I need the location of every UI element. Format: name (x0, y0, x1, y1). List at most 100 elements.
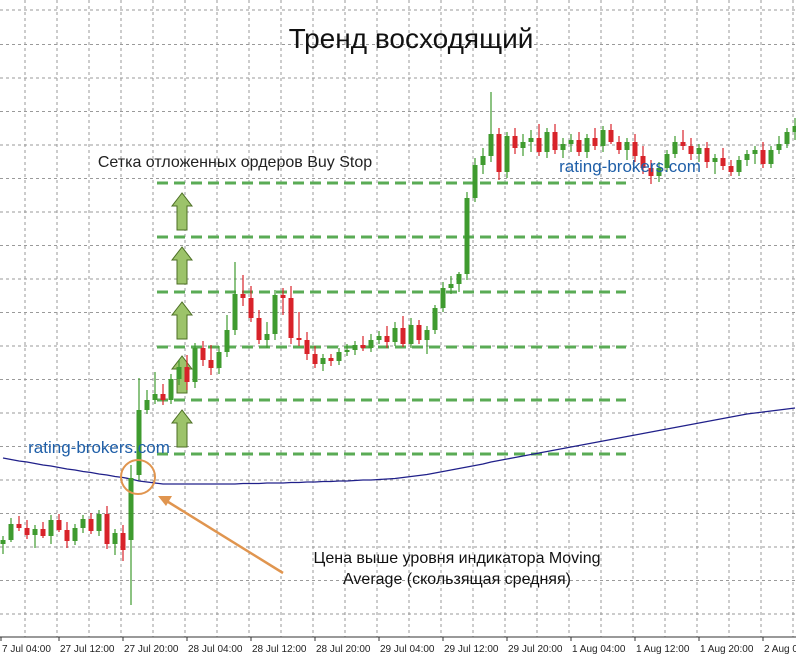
candle-body (48, 520, 54, 536)
candle-body (736, 160, 742, 172)
up-arrow (170, 192, 194, 231)
candle-body (512, 136, 518, 148)
candle-body (616, 142, 622, 150)
arrows (170, 192, 194, 448)
candle-body (552, 132, 558, 150)
candle-body (776, 144, 782, 150)
candle-body (120, 533, 126, 550)
x-tick-label: 1 Aug 04:00 (572, 644, 626, 655)
candle-body (256, 318, 262, 340)
candle-body (448, 284, 454, 288)
x-tick-label: 2 Aug 04:00 (764, 644, 796, 655)
candle-body (744, 154, 750, 160)
candle-body (0, 540, 6, 544)
note-line: Average (скользящая средняя) (343, 571, 571, 588)
candle-body (128, 478, 134, 540)
candle-body (752, 150, 758, 154)
candle-body (624, 142, 630, 150)
x-tick-label: 27 Jul 20:00 (124, 644, 179, 655)
candle-body (696, 148, 702, 154)
pointer-head (158, 496, 172, 506)
candle-body (712, 158, 718, 162)
candle-body (376, 336, 382, 340)
candle-body (528, 138, 534, 142)
x-tick-label: 28 Jul 04:00 (188, 644, 243, 655)
candle-body (584, 138, 590, 152)
candle-body (8, 524, 14, 540)
candle-body (768, 150, 774, 164)
candle-body (784, 132, 790, 144)
candle-body (344, 350, 350, 352)
candle-body (560, 144, 566, 150)
candle-body (56, 520, 62, 530)
candle-body (264, 334, 270, 340)
buy-stop-label: Сетка отложенных ордеров Buy Stop (98, 154, 372, 171)
candle-body (680, 142, 686, 146)
x-tick-label: 28 Jul 20:00 (316, 644, 371, 655)
candle-body (760, 150, 766, 164)
x-tick-label: 29 Jul 04:00 (380, 644, 435, 655)
candle-body (456, 274, 462, 284)
candle-body (632, 142, 638, 156)
candle-body (280, 295, 286, 298)
candle-body (608, 130, 614, 142)
candle-body (600, 130, 606, 146)
candle-body (88, 519, 94, 531)
candle-body (192, 348, 198, 382)
candle-body (320, 358, 326, 364)
candle-body (520, 142, 526, 148)
candle-body (576, 140, 582, 152)
candle-body (728, 166, 734, 172)
candle-body (96, 514, 102, 531)
candle-body (104, 514, 110, 544)
candle-body (400, 328, 406, 344)
candle-body (232, 294, 238, 330)
candle-body (720, 158, 726, 166)
candle-body (424, 330, 430, 340)
candle-body (472, 165, 478, 198)
candle-body (656, 168, 662, 176)
x-tick-label: 27 Jul 12:00 (60, 644, 115, 655)
candle-body (504, 136, 510, 172)
candle-body (24, 528, 30, 535)
candle-body (704, 148, 710, 162)
candle-body (672, 142, 678, 154)
candle-body (488, 134, 494, 156)
candle-body (312, 354, 318, 364)
candle-body (352, 345, 358, 350)
candle-body (368, 340, 374, 348)
x-tick-label: 29 Jul 20:00 (508, 644, 563, 655)
x-tick-label: 29 Jul 12:00 (444, 644, 499, 655)
candle-body (184, 367, 190, 382)
candle-body (336, 352, 342, 361)
highlight-circle (120, 459, 156, 495)
candle-body (536, 138, 542, 152)
candle-body (144, 400, 150, 410)
watermark: rating-brokers.com (559, 157, 701, 176)
candle-body (328, 358, 334, 361)
candle-body (240, 294, 246, 298)
x-labels: 7 Jul 04:00 27 Jul 12:00 27 Jul 20:00 28 Ju… (0, 637, 796, 655)
candle-body (432, 308, 438, 330)
candle-body (416, 325, 422, 340)
up-arrow (170, 301, 194, 340)
candle-body (648, 168, 654, 176)
note-line: Цена выше уровня индикатора Moving (314, 550, 601, 567)
candle-body (664, 154, 670, 168)
candle-body (544, 132, 550, 152)
up-arrow (170, 246, 194, 285)
candle-body (136, 410, 142, 475)
chart-title: Тренд восходящий (289, 23, 534, 54)
candle-body (464, 198, 470, 274)
candle-body (392, 328, 398, 342)
candle-body (72, 528, 78, 541)
candles (0, 92, 796, 605)
candle-body (40, 529, 46, 536)
watermark: rating-brokers.com (28, 438, 170, 457)
candle-body (64, 530, 70, 541)
candle-body (160, 394, 166, 400)
moving-average (2, 407, 796, 485)
candle-body (288, 298, 294, 338)
candle-body (16, 524, 22, 528)
